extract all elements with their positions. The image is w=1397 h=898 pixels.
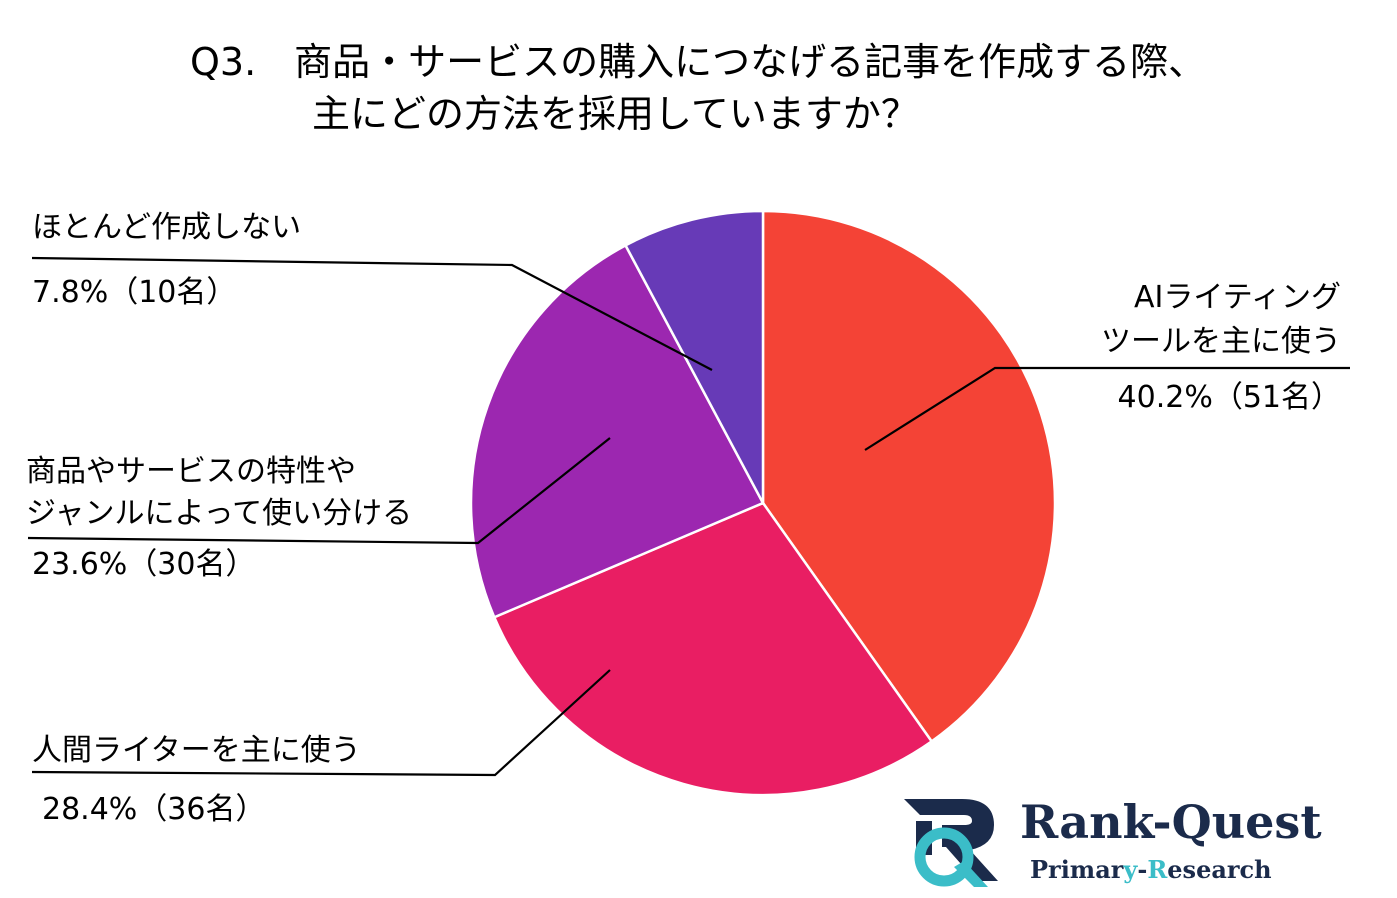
slice-label-mixed-line-1: 商品やサービスの特性や <box>26 454 356 489</box>
slice-label-ai-line-2: ツールを主に使う <box>1101 324 1341 359</box>
pie-slice-mixed <box>469 244 765 619</box>
slice-label-human: 人間ライターを主に使う <box>32 733 361 768</box>
leader-line-human <box>31 669 611 777</box>
slice-label-none: ほとんど作成しない <box>32 210 302 245</box>
leader-line-none <box>31 256 713 371</box>
chart-title-line-1: Q3. 商品・サービスの購入につなげる記事を作成する際、 <box>190 40 1207 84</box>
pie-slice-human <box>493 501 933 797</box>
slice-value-mixed: 23.6%（30名） <box>32 547 256 582</box>
leader-lines <box>27 256 1350 777</box>
logo-sub-part-1: Primar <box>1030 855 1124 884</box>
logo-sub-part-2: y <box>1123 855 1138 884</box>
leader-line-mixed <box>27 437 611 545</box>
slice-value-ai: 40.2%（51名） <box>1117 380 1341 415</box>
leader-line-ai <box>864 366 1350 451</box>
logo-mark-icon <box>904 799 998 887</box>
pie-slice-none <box>624 209 765 505</box>
pie-slices <box>469 209 1057 797</box>
logo-subtitle: Primary-Research <box>1030 855 1272 885</box>
slice-value-none: 7.8%（10名） <box>32 275 237 310</box>
slice-label-mixed-line-2: ジャンルによって使い分ける <box>26 496 413 531</box>
rank-quest-logo: Rank-Quest Primary-Research <box>902 795 1332 891</box>
chart-title-line-2: 主にどの方法を採用していますか？ <box>312 92 919 136</box>
logo-sub-part-4: R <box>1147 855 1168 884</box>
logo-sub-part-5: esearch <box>1167 855 1272 884</box>
pie-slice-ai <box>761 209 1057 743</box>
slice-label-ai-line-1: AIライティング <box>1134 280 1341 315</box>
logo-brand-name: Rank-Quest <box>1020 795 1322 849</box>
logo-sub-part-3: - <box>1137 855 1148 884</box>
slice-value-human: 28.4%（36名） <box>42 792 266 827</box>
